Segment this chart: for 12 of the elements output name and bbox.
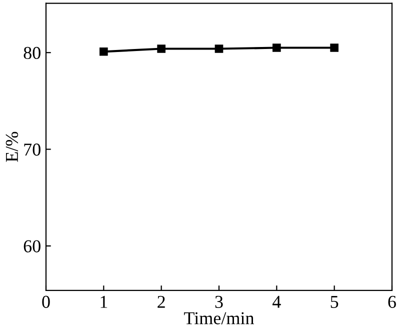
x-tick-label: 2 [158,296,165,308]
y-axis-title: E/% [6,132,18,162]
x-tick-label: 4 [272,296,281,308]
x-tick-label: 5 [330,296,338,308]
x-tick-label: 0 [42,296,50,308]
y-tick-label: 80 [24,46,40,60]
x-axis-title: Time/min [184,312,254,324]
y-tick-label: 70 [24,144,40,156]
x-tick-label: 1 [100,296,108,308]
y-tick-label: 60 [24,240,40,252]
x-tick-label: 3 [215,296,223,308]
x-tick-label: 6 [388,296,396,308]
